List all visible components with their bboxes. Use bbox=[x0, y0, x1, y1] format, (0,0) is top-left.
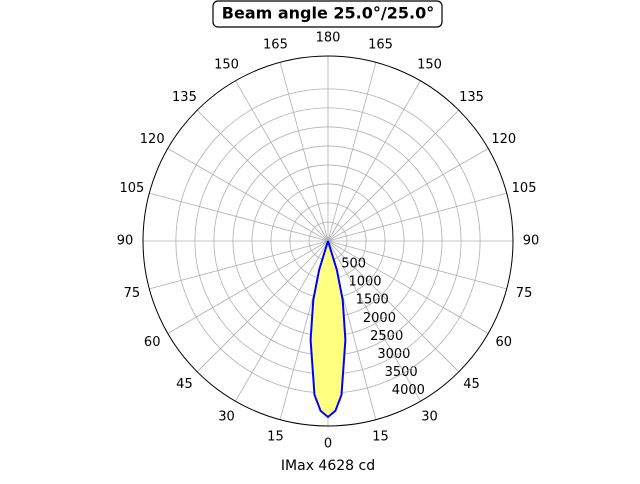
radial-tick-label: 500 bbox=[341, 257, 366, 272]
angle-grid-line bbox=[327, 80, 421, 242]
title-box bbox=[212, 0, 443, 28]
angle-tick-label: 180 bbox=[316, 31, 341, 46]
angle-grid-line bbox=[327, 240, 507, 290]
radial-tick-label: 2500 bbox=[370, 329, 403, 344]
angle-tick-label: 60 bbox=[144, 335, 161, 350]
x-axis-label: IMax 4628 cd bbox=[281, 458, 375, 474]
angle-tick-label: 135 bbox=[459, 90, 484, 105]
angle-tick-label: 105 bbox=[512, 181, 537, 196]
angle-grid-line bbox=[167, 240, 329, 334]
angle-tick-label: 0 bbox=[324, 437, 332, 452]
angle-grid-line bbox=[327, 192, 507, 242]
radial-tick-label: 4000 bbox=[392, 383, 425, 398]
angle-tick-label: 165 bbox=[263, 37, 288, 52]
angle-tick-label: 105 bbox=[120, 181, 145, 196]
angle-grid-line bbox=[196, 109, 329, 242]
angle-grid-line bbox=[327, 109, 460, 242]
beam-area bbox=[310, 241, 346, 417]
angle-tick-label: 45 bbox=[463, 377, 480, 392]
angle-tick-label: 150 bbox=[417, 58, 442, 73]
angle-tick-label: 15 bbox=[372, 430, 389, 445]
angle-grid-line bbox=[235, 240, 329, 402]
angle-grid-line bbox=[167, 148, 329, 242]
angle-tick-label: 120 bbox=[140, 132, 165, 147]
angle-tick-label: 75 bbox=[516, 286, 533, 301]
chart-title: Beam angle 25.0°/25.0° bbox=[222, 4, 434, 23]
angle-grid-line bbox=[279, 62, 329, 242]
angle-grid-line bbox=[327, 240, 489, 334]
angle-grid-line bbox=[235, 80, 329, 242]
beam-line bbox=[309, 240, 347, 419]
angle-tick-label: 75 bbox=[124, 286, 141, 301]
angle-tick-label: 30 bbox=[218, 409, 235, 424]
angle-tick-label: 120 bbox=[491, 132, 516, 147]
radial-tick-label: 1500 bbox=[356, 293, 389, 308]
polar-frame bbox=[142, 55, 514, 427]
angle-grid-line bbox=[149, 192, 329, 242]
angle-grid-line bbox=[327, 240, 421, 402]
angle-tick-label: 15 bbox=[267, 430, 284, 445]
angle-grid-line bbox=[327, 240, 460, 373]
angle-grid-line bbox=[327, 148, 489, 242]
angle-tick-label: 90 bbox=[117, 234, 134, 249]
radial-tick-label: 2000 bbox=[363, 311, 396, 326]
angle-tick-label: 30 bbox=[421, 409, 438, 424]
radial-tick-label: 3000 bbox=[377, 347, 410, 362]
angle-tick-label: 60 bbox=[496, 335, 513, 350]
angle-tick-label: 90 bbox=[523, 234, 540, 249]
radial-tick-label: 1000 bbox=[348, 275, 381, 290]
angle-grid-line bbox=[196, 240, 329, 373]
angle-tick-label: 135 bbox=[172, 90, 197, 105]
angle-tick-label: 45 bbox=[176, 377, 193, 392]
angle-tick-label: 165 bbox=[368, 37, 393, 52]
angle-tick-label: 150 bbox=[214, 58, 239, 73]
angle-grid-line bbox=[327, 62, 377, 242]
radial-tick-label: 3500 bbox=[385, 365, 418, 380]
angle-grid-line bbox=[149, 240, 329, 290]
